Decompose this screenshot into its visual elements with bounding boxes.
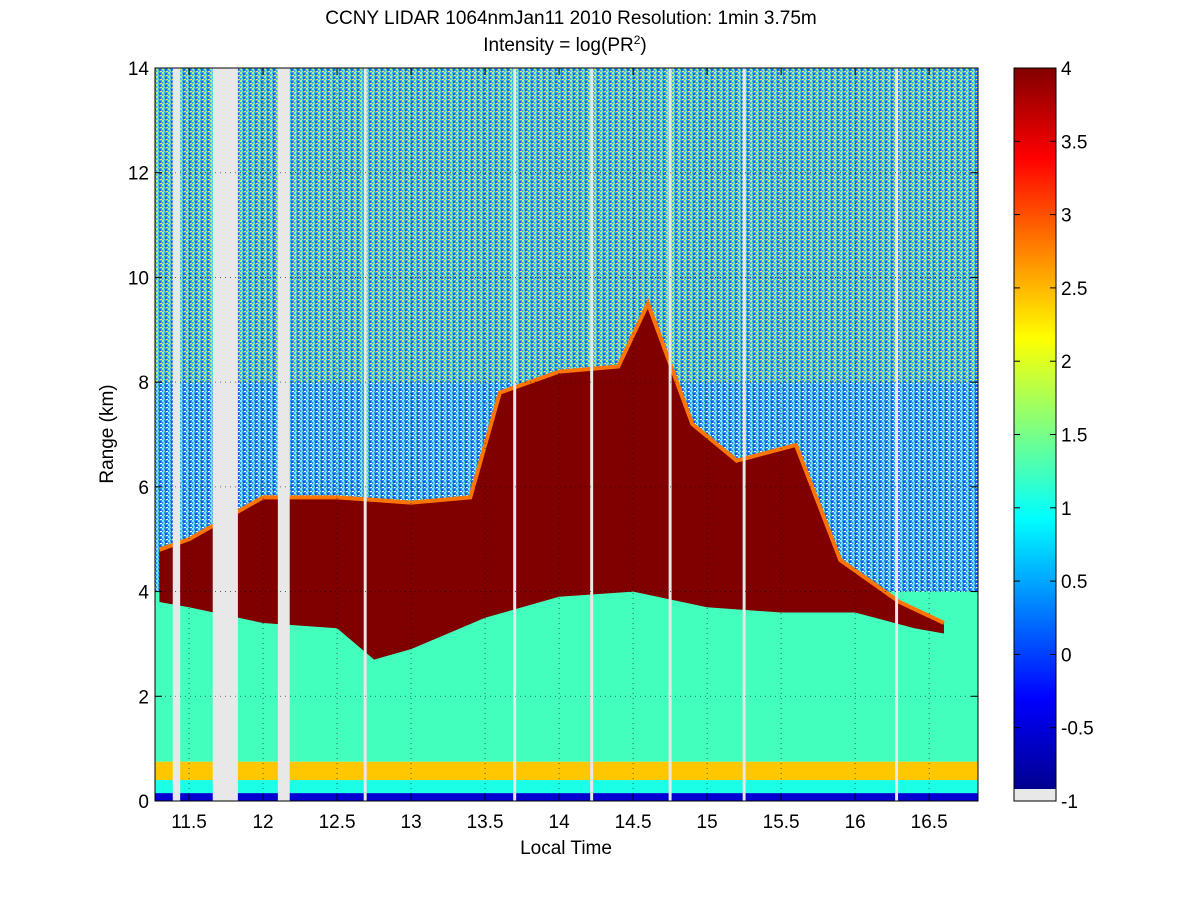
data-gap [742, 68, 746, 801]
x-tick-label: 14 [549, 812, 571, 833]
y-tick-label: 10 [128, 268, 149, 289]
colorbar-missing-swatch [1014, 789, 1056, 801]
colorbar-tick-label: -1 [1061, 792, 1078, 813]
chart-subtitle: Intensity = log(PR2) [483, 33, 647, 56]
subtitle-suffix: ) [640, 35, 646, 56]
x-tick-label: 16.5 [911, 812, 948, 833]
colorbar-tick-label: 2 [1061, 352, 1072, 373]
colorbar-tick-label: 1.5 [1061, 426, 1087, 447]
x-tick-label: 16 [845, 812, 866, 833]
y-axis-label: Range (km) [97, 384, 118, 483]
plot-area: 11.5 12 12.5 13 13.5 14 14.5 15 15.5 16 16.5 0 2 4 6 8… [128, 59, 979, 833]
x-axis: 11.5 12 12.5 13 13.5 14 14.5 15 15.5 16 16.5 [171, 68, 948, 833]
colorbar: -1 -0.5 0 0.5 1 1.5 2 2.5 3 3.5 4 [1013, 59, 1094, 813]
x-tick-label: 13 [401, 812, 422, 833]
plot-frame [154, 67, 979, 802]
colorbar-tick-label: 2.5 [1061, 279, 1087, 300]
y-tick-label: 12 [128, 164, 149, 185]
near-surface-band [155, 761, 978, 781]
colorbar-tick-label: 0.5 [1061, 572, 1087, 593]
ground-band [155, 793, 978, 801]
colorbar-tick-label: -0.5 [1061, 719, 1094, 740]
chart-title: CCNY LIDAR 1064nmJan11 2010 Resolution: … [325, 8, 816, 29]
colorbar-ticks: -1 -0.5 0 0.5 1 1.5 2 2.5 3 3.5 4 [1014, 59, 1094, 813]
cloud-top-edge [158, 298, 945, 625]
y-tick-label: 0 [138, 792, 149, 813]
x-tick-label: 14.5 [615, 812, 652, 833]
colorbar-gradient [1014, 68, 1056, 789]
cloud-layer [159, 303, 944, 660]
colorbar-tick-label: 1 [1061, 499, 1072, 520]
y-tick-label: 2 [138, 687, 149, 708]
data-gap [212, 68, 238, 801]
heatmap-layer [155, 68, 978, 801]
data-gap [277, 68, 290, 801]
y-tick-label: 4 [138, 583, 149, 604]
x-tick-label: 12.5 [319, 812, 356, 833]
y-tick-label: 8 [138, 373, 149, 394]
x-tick-label: 12 [252, 812, 273, 833]
data-gap [172, 68, 181, 801]
x-axis-label: Local Time [520, 838, 612, 859]
data-gap [513, 68, 517, 801]
colorbar-tick-label: 4 [1061, 59, 1072, 80]
subtitle-prefix: Intensity = log(PR [483, 35, 634, 56]
colorbar-tick-label: 0 [1061, 645, 1072, 666]
noise-upper [155, 68, 978, 383]
x-tick-label: 11.5 [171, 812, 207, 833]
x-tick-label: 15.5 [763, 812, 800, 833]
x-tick-label: 13.5 [467, 812, 504, 833]
data-gap [363, 68, 367, 801]
y-tick-label: 14 [128, 59, 150, 80]
subtitle-superscript: 2 [634, 33, 641, 47]
data-gap [668, 68, 672, 801]
colorbar-tick-label: 3 [1061, 206, 1072, 227]
y-tick-label: 6 [138, 478, 149, 499]
surface-band [155, 780, 978, 794]
y-axis: 0 2 4 6 8 10 12 14 [128, 59, 978, 813]
x-tick-label: 15 [697, 812, 718, 833]
colorbar-tick-label: 3.5 [1061, 132, 1087, 153]
data-gap [895, 68, 899, 801]
data-gap [590, 68, 594, 801]
